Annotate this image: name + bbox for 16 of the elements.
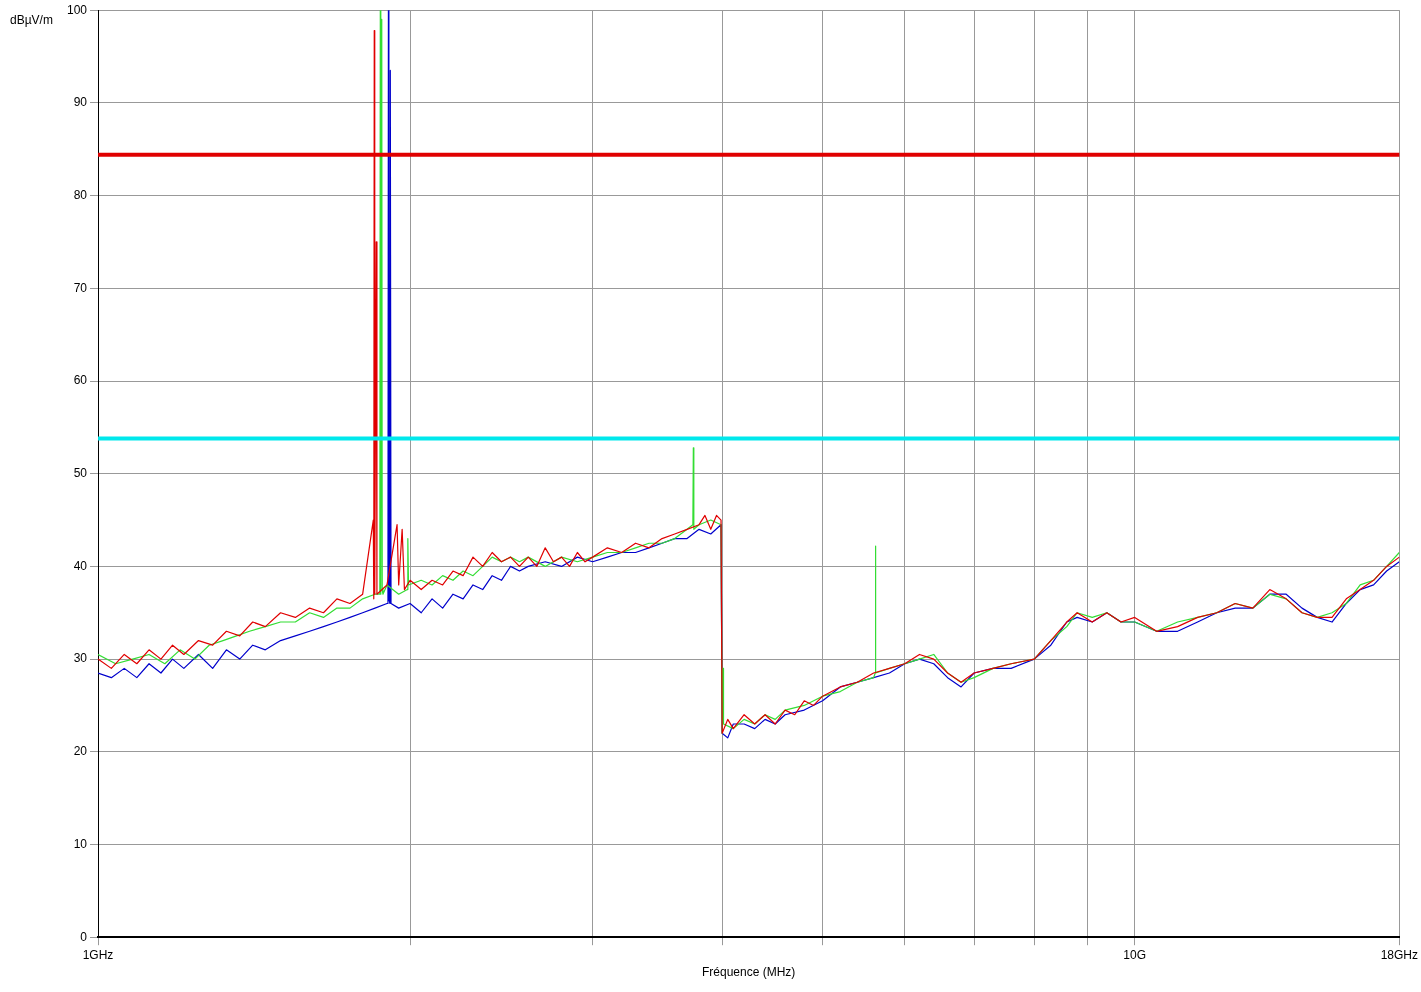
y-tick-label: 30 (73, 651, 88, 666)
y-tick-label: 50 (73, 466, 88, 481)
y-tick-label: 70 (73, 280, 88, 295)
y-tick-label: 40 (73, 558, 88, 573)
x-tick-label: 1GHz (82, 947, 114, 962)
y-tick-label: 90 (73, 95, 88, 110)
y-tick-label: 0 (80, 929, 88, 944)
y-tick-label: 80 (73, 187, 88, 202)
y-axis-title: dBµV/m (10, 12, 53, 27)
y-tick-label: 60 (73, 373, 88, 388)
x-tick-label: 18GHz (1380, 947, 1419, 962)
y-tick-label: 20 (73, 744, 88, 759)
y-tick-label: 100 (66, 2, 88, 17)
x-axis-title: Fréquence (MHz) (701, 965, 796, 980)
y-tick-label: 10 (73, 836, 88, 851)
x-tick-label: 10G (1123, 947, 1147, 962)
